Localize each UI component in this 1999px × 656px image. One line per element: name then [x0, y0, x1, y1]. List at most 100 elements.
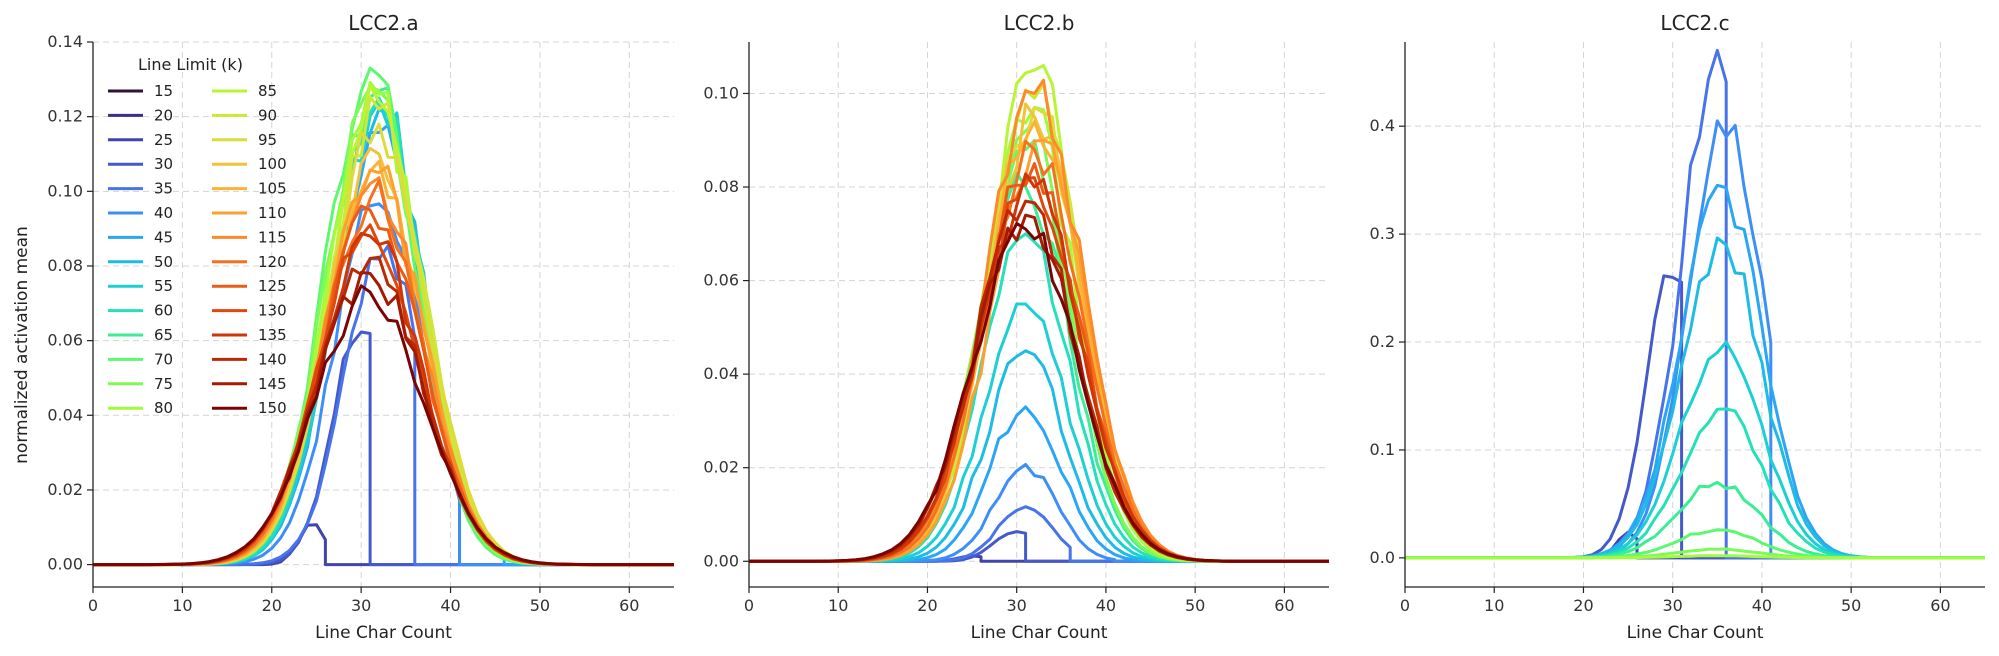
series-line-k30: [1405, 274, 1985, 560]
legend-label: 100: [258, 155, 287, 173]
x-axis-label: Line Char Count: [315, 623, 452, 643]
panel-1: 0 10 20 30 40 50 60 0.00 0.02 0.04 0.06 0.08 0.10 0.1…: [47, 11, 674, 643]
y-tick-label: 0.14: [47, 32, 83, 51]
series-line-k120: [749, 139, 1329, 563]
x-tick-label: 60: [1274, 596, 1294, 615]
series-line-k65: [1405, 480, 1985, 560]
x-tick-label: 0: [1400, 596, 1410, 615]
x-tick-label: 30: [1663, 596, 1683, 615]
x-tick-label: 40: [1096, 596, 1116, 615]
y-tick-label: 0.0: [1370, 548, 1395, 567]
legend-label: 95: [258, 131, 277, 149]
x-tick-label: 50: [530, 596, 550, 615]
y-tick-label: 0.10: [47, 181, 83, 200]
series-line-k50: [749, 349, 1329, 563]
legend-label: 135: [258, 326, 287, 344]
y-tick-label: 0.06: [47, 331, 83, 350]
legend-label: 30: [154, 155, 173, 173]
x-tick-label: 10: [1484, 596, 1504, 615]
series-line-k140: [749, 199, 1329, 563]
series-line-k120: [93, 179, 674, 567]
y-tick-label: 0.00: [47, 555, 83, 574]
y-tick-label: 0.02: [47, 480, 83, 499]
series-line-k25: [93, 523, 674, 567]
legend-label: 145: [258, 375, 287, 393]
y-tick-label: 0.1: [1370, 440, 1395, 459]
series-line-k140: [93, 255, 674, 567]
series-line-k35: [749, 505, 1329, 563]
legend-label: 130: [258, 302, 287, 320]
series-line-k30: [749, 530, 1329, 563]
legend-label: 85: [258, 82, 277, 100]
legend-label: 35: [154, 180, 173, 198]
series-lines: [749, 64, 1329, 563]
series-line-k130: [93, 223, 674, 567]
shared-y-axis-label: normalized activation mean: [12, 226, 32, 464]
legend-label: 75: [154, 375, 173, 393]
chart-title: LCC2.a: [348, 11, 418, 35]
legend-label: 140: [258, 350, 287, 368]
series-line-k95: [93, 122, 674, 567]
legend-label: 120: [258, 253, 287, 271]
y-tick-label: 0.08: [703, 177, 739, 196]
panel-2: 0 10 20 30 40 50 60 0.00 0.02 0.04 0.06 0.08 0.10 LCC…: [703, 11, 1329, 643]
x-tick-label: 40: [440, 596, 460, 615]
series-line-k45: [1405, 183, 1985, 560]
x-tick-label: 0: [744, 596, 754, 615]
y-tick-label: 0.2: [1370, 332, 1395, 351]
series-line-k75: [93, 85, 674, 567]
series-line-k45: [749, 405, 1329, 563]
y-tick-label: 0.02: [703, 458, 739, 477]
x-tick-label: 40: [1752, 596, 1772, 615]
series-line-k80: [1405, 554, 1985, 560]
x-tick-label: 0: [88, 596, 98, 615]
x-tick-label: 10: [828, 596, 848, 615]
series-line-k70: [749, 138, 1329, 563]
legend-label: 115: [258, 228, 287, 246]
panels: 0 10 20 30 40 50 600.000.020.040.060.080.100.1…: [47, 11, 1985, 643]
series-line-k145: [749, 213, 1329, 563]
series-line-k55: [749, 302, 1329, 563]
legend-label: 70: [154, 350, 173, 368]
y-tick-label: 0.00: [703, 551, 739, 570]
legend-label: 45: [154, 228, 173, 246]
series-line-k65: [93, 86, 674, 567]
legend-label: 20: [154, 106, 173, 124]
x-tick-label: 20: [1573, 596, 1593, 615]
y-tick-label: 0.08: [47, 256, 83, 275]
x-tick-label: 30: [1007, 596, 1027, 615]
legend-label: 25: [154, 131, 173, 149]
legend-label: 65: [154, 326, 173, 344]
series-lines: [93, 66, 674, 567]
x-axis-label: Line Char Count: [1627, 623, 1764, 643]
series-line-k105: [93, 160, 674, 567]
series-line-k85: [93, 84, 674, 567]
y-tick-label: 0.12: [47, 107, 83, 126]
x-tick-label: 60: [1930, 596, 1950, 615]
x-tick-label: 10: [172, 596, 192, 615]
chart-title: LCC2.c: [1660, 11, 1729, 35]
x-axis-label: Line Char Count: [971, 623, 1108, 643]
legend-label: 80: [154, 399, 173, 417]
series-line-k150: [749, 221, 1329, 563]
series-line-k110: [749, 138, 1329, 563]
legend-label: 50: [154, 253, 173, 271]
x-tick-label: 30: [351, 596, 371, 615]
series-line-k150: [93, 284, 674, 567]
series-line-k115: [93, 176, 674, 567]
legend-label: 15: [154, 82, 173, 100]
series-line-k80: [93, 80, 674, 567]
legend: Line Limit (k) 15 20 25 30 35 40 45 50 55 60 65 70 75…: [108, 55, 287, 417]
x-tick-label: 50: [1185, 596, 1205, 615]
y-tick-label: 0.04: [703, 364, 739, 383]
series-line-k110: [93, 164, 674, 567]
legend-label: 125: [258, 277, 287, 295]
y-tick-label: 0.06: [703, 271, 739, 290]
y-tick-label: 0.3: [1370, 224, 1395, 243]
legend-title: Line Limit (k): [138, 55, 243, 74]
legend-label: 105: [258, 180, 287, 198]
legend-label: 150: [258, 399, 287, 417]
legend-label: 110: [258, 204, 287, 222]
x-tick-label: 20: [262, 596, 282, 615]
